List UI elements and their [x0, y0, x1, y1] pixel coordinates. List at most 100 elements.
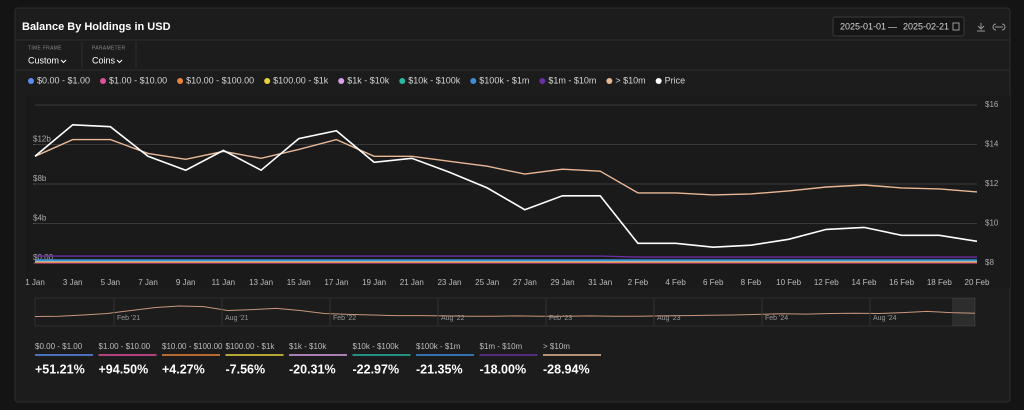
plot-bg: [26, 95, 1010, 288]
x-tick-label: 13 Jan: [249, 278, 273, 287]
change-value: -21.35%: [416, 362, 463, 376]
change-value: +94.50%: [99, 362, 149, 376]
legend-label[interactable]: $10.00 - $100.00: [186, 75, 254, 85]
change-name: $100.00 - $1k: [226, 342, 276, 351]
y2-tick-label: $8: [985, 258, 994, 267]
navigator-label: Feb '21: [117, 315, 140, 322]
legend-dot[interactable]: [399, 78, 406, 84]
legend-label[interactable]: Price: [665, 75, 686, 85]
x-tick-label: 23 Jan: [437, 278, 461, 287]
legend-dot[interactable]: [338, 78, 345, 84]
legend-dot[interactable]: [655, 78, 662, 84]
y-tick-label: $0.00: [33, 253, 54, 262]
legend-dot[interactable]: [264, 78, 271, 84]
navigator-label: Aug '21: [225, 315, 249, 322]
y2-tick-label: $12: [985, 179, 999, 188]
navigator-frame[interactable]: [34, 297, 976, 327]
x-tick-label: 11 Jan: [212, 278, 235, 287]
series-line: [34, 138, 978, 196]
date-end[interactable]: 2025-02-21: [903, 21, 949, 31]
legend-dot[interactable]: [100, 78, 107, 84]
x-tick-label: 29 Jan: [551, 278, 575, 287]
legend-label[interactable]: $10k - $100k: [408, 75, 461, 85]
download-icon[interactable]: [977, 23, 985, 32]
change-name: $10k - $100k: [353, 342, 400, 351]
x-tick-label: 14 Feb: [852, 278, 877, 287]
x-tick-label: 31 Jan: [588, 278, 612, 287]
change-value: +51.21%: [35, 362, 85, 376]
change-name: $1.00 - $10.00: [99, 342, 151, 351]
change-value: -7.56%: [226, 362, 266, 376]
legend-label[interactable]: $1.00 - $10.00: [109, 75, 167, 85]
x-tick-label: 18 Feb: [927, 278, 952, 287]
navigator-label: Aug '23: [657, 315, 681, 322]
x-tick-label: 4 Feb: [665, 278, 686, 287]
navigator-line: [34, 305, 976, 317]
x-tick-label: 1 Jan: [25, 278, 45, 287]
series-line: [34, 123, 978, 249]
calendar-icon[interactable]: [952, 22, 960, 31]
chevron[interactable]: [116, 59, 123, 64]
control-value[interactable]: Coins: [92, 55, 116, 65]
y-tick-label: $4b: [33, 214, 47, 223]
x-tick-label: 19 Jan: [362, 278, 386, 287]
navigator-label: Aug '22: [441, 315, 465, 322]
change-name: $1m - $10m: [480, 342, 523, 351]
legend-dot[interactable]: [606, 78, 613, 84]
date-separator: —: [888, 21, 897, 31]
title: Balance By Holdings in USD: [22, 21, 171, 33]
change-value: +4.27%: [162, 362, 205, 376]
x-tick-label: 3 Jan: [63, 278, 83, 287]
change-value: -28.94%: [543, 362, 590, 376]
control-value[interactable]: Custom: [28, 55, 59, 65]
control-label: TIME FRAME: [28, 45, 62, 51]
chevron[interactable]: [60, 59, 67, 64]
legend-label[interactable]: > $10m: [615, 75, 645, 85]
legend-label[interactable]: $1k - $10k: [347, 75, 390, 85]
navigator-selection[interactable]: [952, 298, 975, 326]
legend-dot[interactable]: [28, 78, 34, 84]
x-tick-label: 16 Feb: [889, 278, 914, 287]
x-tick-label: 7 Jan: [138, 278, 158, 287]
navigator-label: Feb '24: [765, 315, 788, 322]
legend-dot[interactable]: [177, 78, 184, 84]
x-tick-label: 9 Jan: [176, 278, 196, 287]
control-label: PARAMETER: [92, 45, 126, 51]
x-tick-label: 5 Jan: [101, 278, 121, 287]
change-name: $10.00 - $100.00: [162, 342, 223, 351]
change-name: > $10m: [543, 342, 570, 351]
y2-tick-label: $14: [985, 140, 999, 149]
legend-dot[interactable]: [539, 78, 546, 84]
series-line: [35, 255, 977, 258]
legend-label[interactable]: $100.00 - $1k: [273, 75, 329, 85]
x-tick-label: 15 Jan: [287, 278, 311, 287]
y-tick-label: $12b: [33, 135, 51, 144]
navigator-label: Feb '23: [549, 315, 572, 322]
x-tick-label: 21 Jan: [400, 278, 424, 287]
x-tick-label: 20 Feb: [965, 278, 990, 287]
change-name: $1k - $10k: [289, 342, 327, 351]
legend-label[interactable]: $100k - $1m: [479, 75, 529, 85]
change-name: $0.00 - $1.00: [35, 342, 83, 351]
y2-tick-label: $16: [985, 100, 999, 109]
x-tick-label: 8 Feb: [741, 278, 762, 287]
legend-label[interactable]: $1m - $10m: [548, 75, 596, 85]
link-icon[interactable]: [992, 23, 1006, 31]
date-start[interactable]: 2025-01-01: [840, 21, 886, 31]
change-value: -22.97%: [353, 362, 400, 376]
y2-tick-label: $10: [985, 219, 999, 228]
x-tick-label: 27 Jan: [513, 278, 537, 287]
legend-label[interactable]: $0.00 - $1.00: [37, 75, 90, 85]
x-tick-label: 6 Feb: [703, 278, 724, 287]
legend-dot[interactable]: [470, 78, 477, 84]
navigator-label: Feb '22: [333, 315, 356, 322]
change-value: -20.31%: [289, 362, 336, 376]
date-picker[interactable]: [832, 16, 965, 37]
navigator-label: Aug '24: [873, 315, 897, 322]
y-tick-label: $8b: [33, 174, 47, 183]
x-tick-label: 2 Feb: [628, 278, 649, 287]
change-value: -18.00%: [480, 362, 527, 376]
x-tick-label: 25 Jan: [475, 278, 499, 287]
x-tick-label: 17 Jan: [324, 278, 348, 287]
